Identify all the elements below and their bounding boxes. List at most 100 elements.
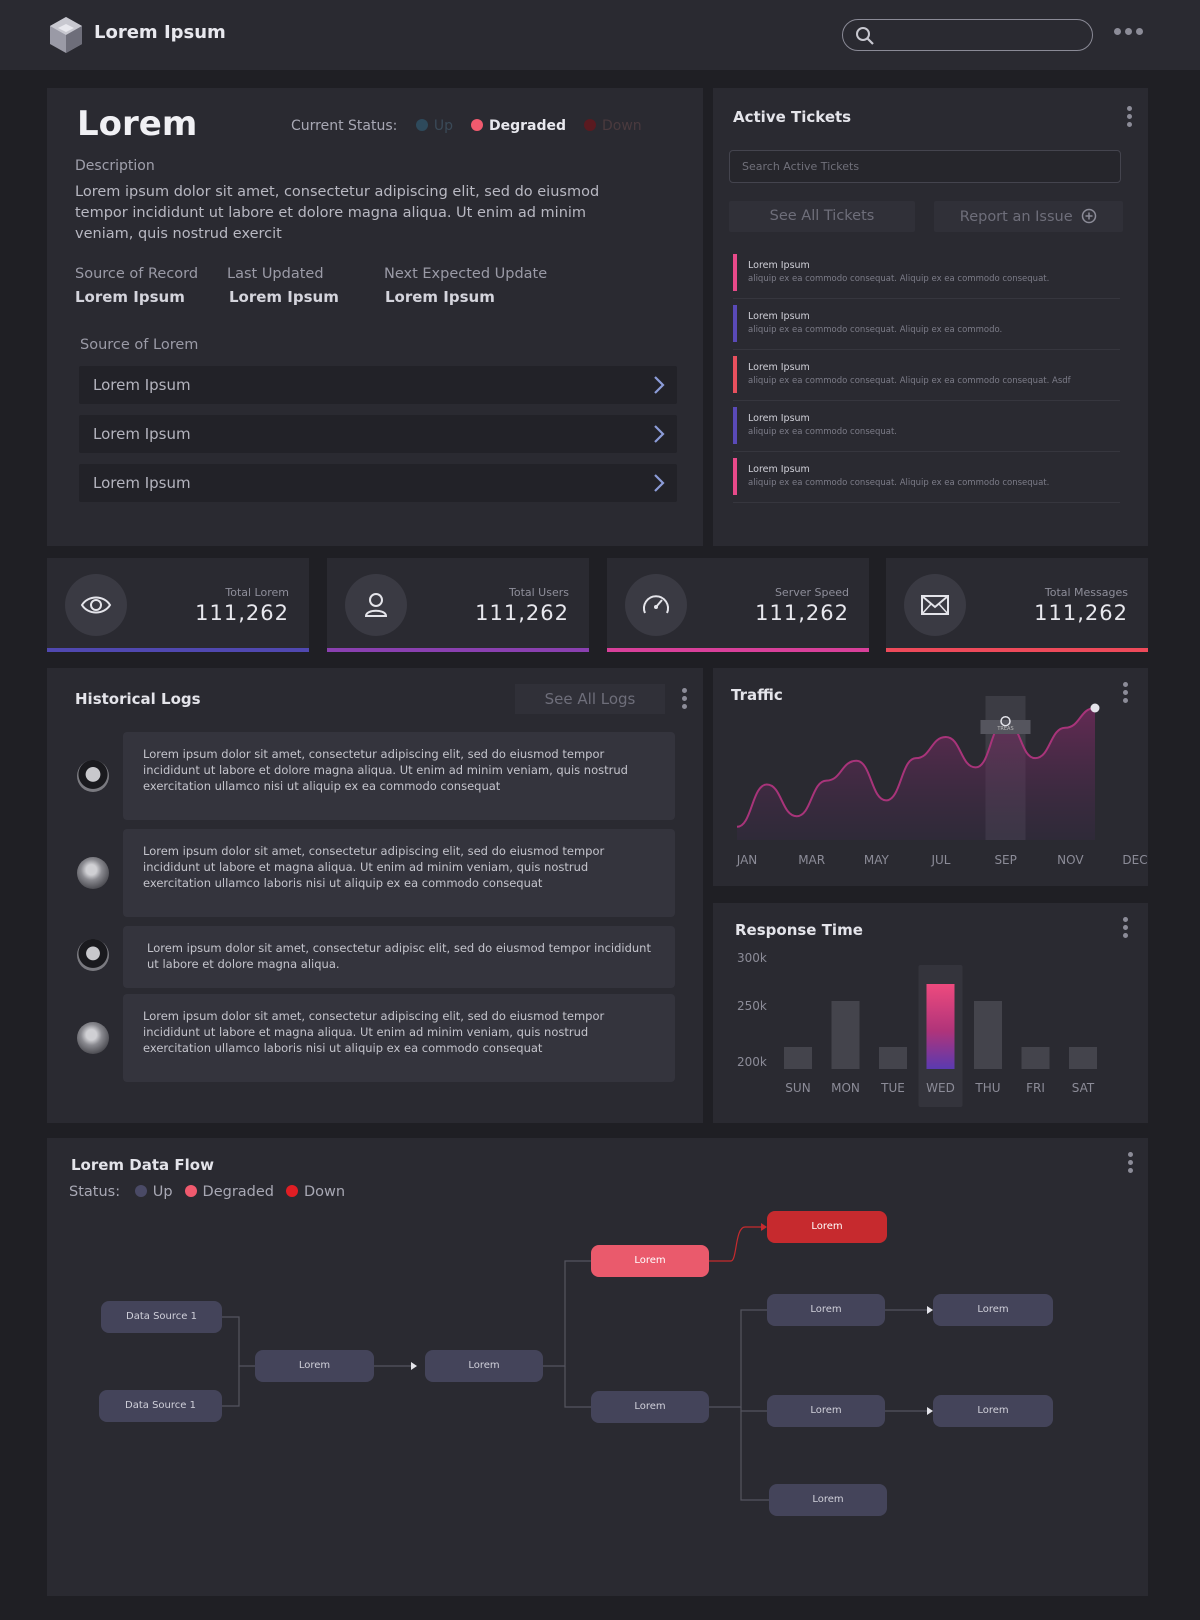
plus-circle-icon: [1081, 208, 1097, 224]
speedometer-icon: [625, 574, 687, 636]
more-vertical-icon[interactable]: [1128, 1152, 1134, 1176]
dataflow-legend-label: Up: [152, 1184, 173, 1200]
ticket-body: aliquip ex ea commodo consequat. Aliquip…: [748, 325, 1003, 335]
search-input[interactable]: [842, 19, 1093, 51]
log-entry[interactable]: Lorem ipsum dolor sit amet, consectetur …: [123, 829, 675, 917]
ticket-priority-bar: [733, 458, 737, 495]
bar[interactable]: [1021, 1047, 1050, 1069]
source-row-label: Lorem Ipsum: [93, 474, 191, 492]
bar[interactable]: [831, 1001, 860, 1069]
chart-title: Response Time: [735, 921, 863, 939]
ticket-body: aliquip ex ea commodo consequat.: [748, 427, 898, 437]
meta-value-next: Lorem Ipsum: [385, 288, 495, 306]
log-text: Lorem ipsum dolor sit amet, consectetur …: [143, 1009, 605, 1055]
ticket-item[interactable]: Lorem Ipsum aliquip ex ea commodo consequ…: [733, 356, 1120, 401]
stat-value: 111,262: [1034, 601, 1128, 625]
dataflow-legend-label: Degraded: [202, 1184, 274, 1200]
stat-accent-bar: [886, 648, 1148, 652]
source-row-label: Lorem Ipsum: [93, 425, 191, 443]
stat-label: Total Messages: [1044, 586, 1128, 599]
stat-card-total-lorem[interactable]: Total Lorem 111,262: [47, 558, 309, 652]
x-tick-label: MAR: [798, 853, 825, 867]
ticket-priority-bar: [733, 356, 737, 393]
dataflow-title: Lorem Data Flow: [71, 1156, 214, 1174]
ticket-item[interactable]: Lorem Ipsum aliquip ex ea commodo consequ…: [733, 407, 1120, 452]
see-all-logs-button[interactable]: See All Logs: [515, 684, 665, 714]
envelope-icon: [904, 574, 966, 636]
bar[interactable]: [1069, 1047, 1097, 1069]
flow-node[interactable]: Lorem: [933, 1294, 1053, 1326]
stat-accent-bar: [607, 648, 869, 652]
dataflow-legend: Up Degraded Down: [134, 1184, 357, 1200]
chevron-right-icon: [654, 474, 665, 492]
status-dot: [134, 1185, 147, 1197]
x-tick-label: DEC: [1122, 853, 1147, 867]
x-tick-label: SEP: [994, 853, 1016, 867]
ticket-body: aliquip ex ea commodo consequat. Aliquip…: [748, 376, 1071, 386]
bar[interactable]: [784, 1047, 812, 1069]
flow-node[interactable]: Lorem: [767, 1294, 885, 1326]
x-tick-label: MON: [831, 1081, 860, 1095]
avatar: [77, 939, 109, 971]
status-dot: [470, 119, 483, 131]
flow-node[interactable]: Lorem: [255, 1350, 374, 1382]
more-vertical-icon[interactable]: [682, 688, 688, 712]
ticket-item[interactable]: Lorem Ipsum aliquip ex ea commodo consequ…: [733, 305, 1120, 350]
log-entry[interactable]: Lorem ipsum dolor sit amet, consectetur …: [123, 994, 675, 1082]
status-dot: [184, 1185, 197, 1197]
more-vertical-icon[interactable]: [1123, 917, 1129, 941]
log-entry[interactable]: Lorem ipsum dolor sit amet, consectetur …: [123, 732, 675, 820]
ticket-title: Lorem Ipsum: [748, 260, 810, 271]
flow-node[interactable]: Lorem: [425, 1350, 543, 1382]
source-row[interactable]: Lorem Ipsum: [79, 366, 677, 404]
historical-logs-panel: Historical Logs See All Logs Lorem ipsum…: [47, 668, 703, 1123]
more-options-icon[interactable]: [1114, 28, 1147, 35]
traffic-highlight-point[interactable]: [1000, 715, 1011, 727]
flow-node-degraded[interactable]: Lorem: [591, 1245, 709, 1277]
x-tick-label: WED: [926, 1081, 955, 1095]
bar[interactable]: [879, 1047, 907, 1069]
bar[interactable]: [926, 984, 955, 1069]
bar[interactable]: [974, 1001, 1002, 1069]
stat-value: 111,262: [755, 601, 849, 625]
source-row[interactable]: Lorem Ipsum: [79, 415, 677, 453]
flow-node[interactable]: Lorem: [769, 1484, 887, 1516]
avatar: [77, 1022, 109, 1054]
tickets-title: Active Tickets: [733, 108, 852, 126]
more-vertical-icon[interactable]: [1127, 106, 1133, 130]
user-icon: [345, 574, 407, 636]
flow-node[interactable]: Lorem: [933, 1395, 1053, 1427]
log-entry[interactable]: Lorem ipsum dolor sit amet, consectetur …: [123, 926, 675, 988]
traffic-end-point[interactable]: [1090, 703, 1100, 713]
cube-logo-icon: [50, 17, 82, 53]
stat-label: Server Speed: [774, 586, 849, 599]
stat-card-total-users[interactable]: Total Users 111,262: [327, 558, 589, 652]
ticket-search-input[interactable]: Search Active Tickets: [729, 150, 1121, 183]
ticket-body: aliquip ex ea commodo consequat. Aliquip…: [748, 478, 1050, 488]
see-all-tickets-button[interactable]: See All Tickets: [729, 201, 915, 232]
traffic-tooltip-label: TREAS: [996, 726, 1013, 732]
source-row[interactable]: Lorem Ipsum: [79, 464, 677, 502]
stat-label: Total Lorem: [225, 586, 289, 599]
eye-icon: [65, 574, 127, 636]
description-label: Description: [75, 158, 155, 174]
stat-card-server-speed[interactable]: Server Speed 111,262: [607, 558, 869, 652]
stat-card-total-messages[interactable]: Total Messages 111,262: [886, 558, 1148, 652]
ticket-item[interactable]: Lorem Ipsum aliquip ex ea commodo consequ…: [733, 458, 1120, 503]
flow-node[interactable]: Lorem: [767, 1395, 885, 1427]
flow-node-source-2[interactable]: Data Source 1: [99, 1390, 222, 1422]
source-row-label: Lorem Ipsum: [93, 376, 191, 394]
x-tick-label: JUL: [930, 853, 950, 867]
dataflow-connectors: [222, 1223, 933, 1501]
more-vertical-icon[interactable]: [1123, 682, 1129, 706]
stat-accent-bar: [47, 648, 309, 652]
dataflow-legend-item: Down: [286, 1184, 345, 1200]
flow-node[interactable]: Lorem: [591, 1391, 709, 1423]
flow-node-source-1[interactable]: Data Source 1: [101, 1301, 222, 1333]
ticket-title: Lorem Ipsum: [748, 464, 810, 475]
flow-node-down[interactable]: Lorem: [767, 1211, 887, 1243]
x-tick-label: THU: [974, 1081, 1000, 1095]
report-issue-button[interactable]: Report an Issue: [934, 201, 1123, 232]
ticket-priority-bar: [733, 254, 737, 291]
ticket-item[interactable]: Lorem Ipsum aliquip ex ea commodo consequ…: [733, 254, 1120, 299]
